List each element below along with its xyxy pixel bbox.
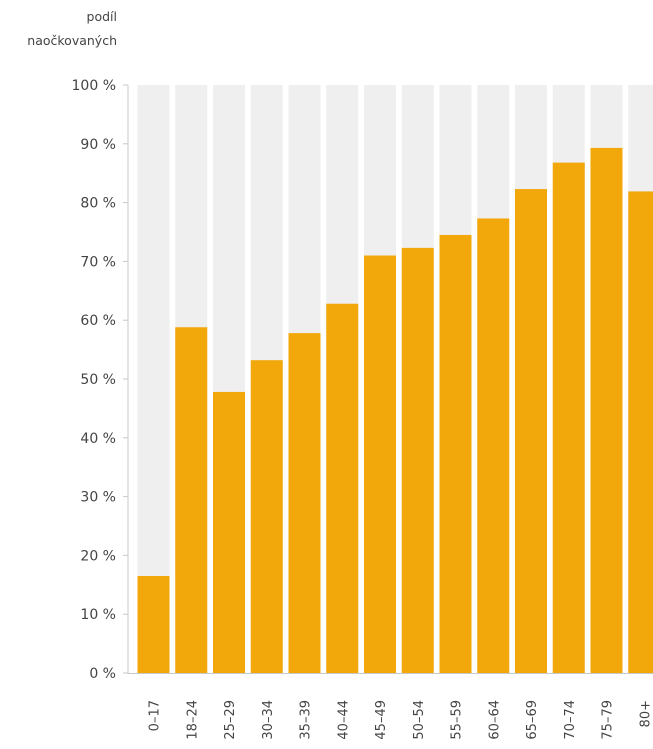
y-tick-label: 10 % [80, 607, 116, 623]
bar-45–49 [364, 255, 396, 673]
bar-30–34 [250, 360, 283, 673]
bar-70–74 [552, 162, 585, 673]
bar-35–39 [288, 333, 321, 673]
x-tick-label: 75–79 [601, 700, 616, 740]
y-tick-label: 20 % [80, 548, 116, 564]
x-tick-label: 60–64 [487, 700, 502, 740]
bar-60–64 [477, 218, 510, 673]
bar-25–29 [213, 391, 245, 673]
x-tick-label: 65–69 [525, 700, 540, 740]
bar-40–44 [326, 303, 359, 673]
bar-80+ [628, 191, 653, 674]
y-tick-label: 80 % [80, 196, 116, 212]
x-tick-label: 35–39 [299, 700, 314, 740]
axes [123, 84, 653, 674]
x-tick-label: 55–59 [450, 700, 465, 740]
y-tick-label: 90 % [80, 137, 116, 153]
y-tick-label: 70 % [80, 254, 116, 270]
y-axis-title: podíl naočkovaných [27, 9, 117, 48]
bar-50–54 [401, 247, 434, 673]
y-tick-label: 50 % [80, 372, 116, 388]
bar-0–17 [137, 575, 170, 673]
y-axis-title-line-1: podíl [87, 9, 117, 24]
x-tick-label: 30–34 [261, 700, 276, 740]
data-bars [137, 147, 653, 674]
x-tick-label: 40–44 [336, 700, 351, 740]
bar-55–59 [439, 234, 472, 673]
x-tick-label: 70–74 [563, 700, 578, 740]
x-tick-label: 25–29 [223, 700, 238, 740]
y-axis-title-line-2: naočkovaných [27, 33, 117, 48]
x-tick-label: 18–24 [185, 700, 200, 740]
y-tick-label: 0 % [89, 666, 116, 682]
y-tick-label: 40 % [80, 431, 116, 447]
background-bar [137, 85, 170, 673]
x-tick-label: 0–17 [148, 700, 163, 731]
bar-75–79 [590, 147, 623, 673]
y-tick-label: 60 % [80, 313, 116, 329]
x-tick-label: 45–49 [374, 700, 389, 740]
y-tick-label: 30 % [80, 490, 116, 506]
x-tick-label: 50–54 [412, 700, 427, 740]
x-tick-labels: 0–17 18–24 25–29 30–34 35–39 40–44 45–49 50–54 5… [148, 700, 653, 740]
y-tick-labels: 0 % 10 % 20 % 30 % 40 % 50 % 60 % 70 % 80 % 90 % 1… [72, 78, 116, 682]
x-tick-label: 80+ [638, 700, 653, 727]
bar-65–69 [515, 189, 547, 674]
y-tick-label: 100 % [72, 78, 116, 94]
bar-18–24 [175, 327, 208, 673]
